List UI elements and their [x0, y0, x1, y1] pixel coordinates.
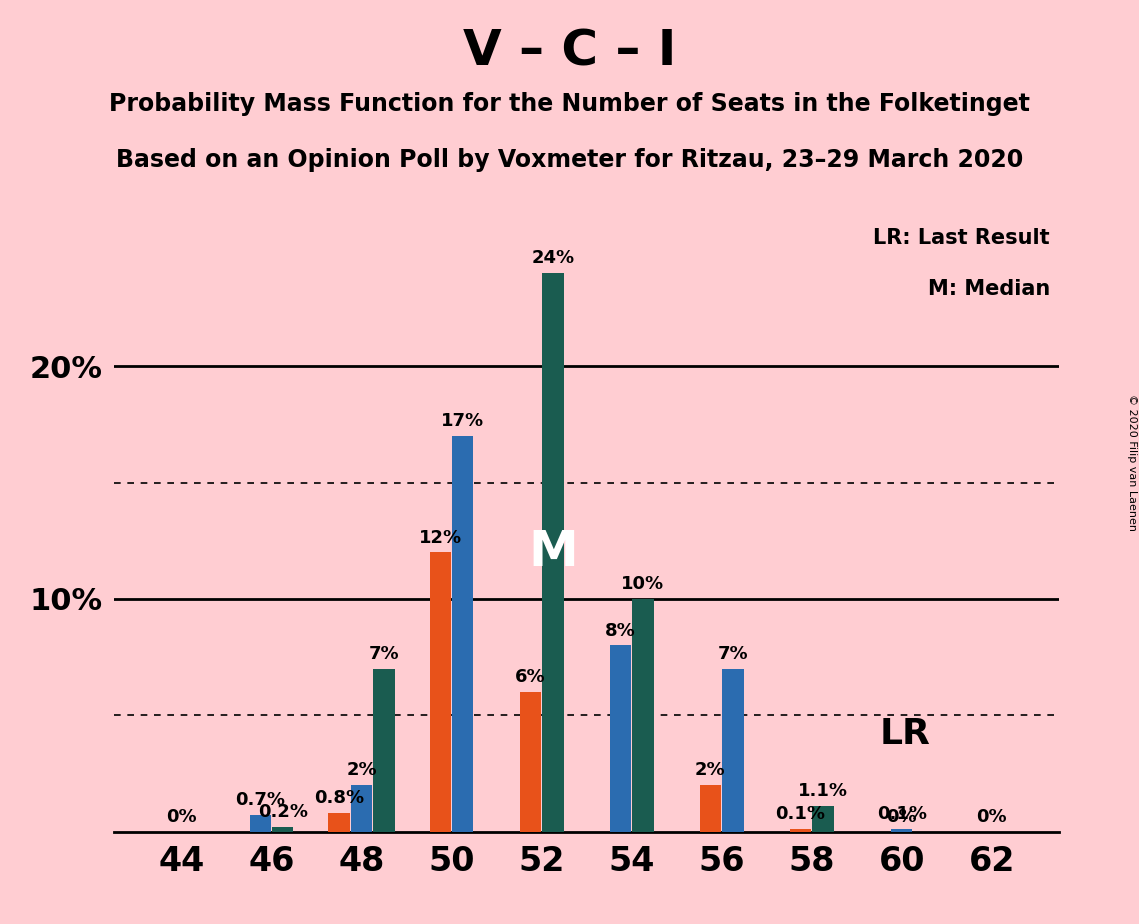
- Bar: [699, 785, 721, 832]
- Text: 2%: 2%: [695, 761, 726, 779]
- Text: M: Median: M: Median: [927, 279, 1050, 298]
- Text: 6%: 6%: [515, 668, 546, 687]
- Bar: [542, 274, 564, 832]
- Text: V – C – I: V – C – I: [462, 28, 677, 76]
- Text: Probability Mass Function for the Number of Seats in the Folketinget: Probability Mass Function for the Number…: [109, 92, 1030, 116]
- Bar: [351, 785, 372, 832]
- Text: 7%: 7%: [369, 645, 400, 663]
- Text: 0.1%: 0.1%: [877, 806, 927, 823]
- Bar: [519, 692, 541, 832]
- Text: 24%: 24%: [531, 249, 574, 267]
- Bar: [452, 436, 474, 832]
- Text: M: M: [528, 529, 577, 577]
- Text: 17%: 17%: [441, 412, 484, 431]
- Bar: [272, 827, 294, 832]
- Bar: [609, 646, 631, 832]
- Text: Based on an Opinion Poll by Voxmeter for Ritzau, 23–29 March 2020: Based on an Opinion Poll by Voxmeter for…: [116, 148, 1023, 172]
- Text: LR: Last Result: LR: Last Result: [874, 228, 1050, 249]
- Bar: [249, 815, 271, 832]
- Text: 7%: 7%: [718, 645, 748, 663]
- Text: 0%: 0%: [166, 808, 197, 826]
- Text: 0%: 0%: [976, 808, 1007, 826]
- Text: 10%: 10%: [621, 575, 664, 593]
- Bar: [812, 806, 834, 832]
- Text: 0%: 0%: [886, 808, 917, 826]
- Text: 2%: 2%: [346, 761, 377, 779]
- Bar: [891, 829, 912, 832]
- Bar: [374, 669, 395, 832]
- Text: 1.1%: 1.1%: [798, 783, 847, 800]
- Text: 0.8%: 0.8%: [314, 789, 364, 808]
- Text: 12%: 12%: [419, 529, 461, 546]
- Bar: [429, 553, 451, 832]
- Text: LR: LR: [879, 717, 931, 751]
- Bar: [632, 599, 654, 832]
- Text: 0.7%: 0.7%: [236, 792, 285, 809]
- Text: 0.1%: 0.1%: [776, 806, 826, 823]
- Bar: [789, 829, 811, 832]
- Bar: [722, 669, 744, 832]
- Bar: [328, 813, 350, 832]
- Text: 8%: 8%: [605, 622, 636, 639]
- Text: 0.2%: 0.2%: [257, 803, 308, 821]
- Text: © 2020 Filip van Laenen: © 2020 Filip van Laenen: [1126, 394, 1137, 530]
